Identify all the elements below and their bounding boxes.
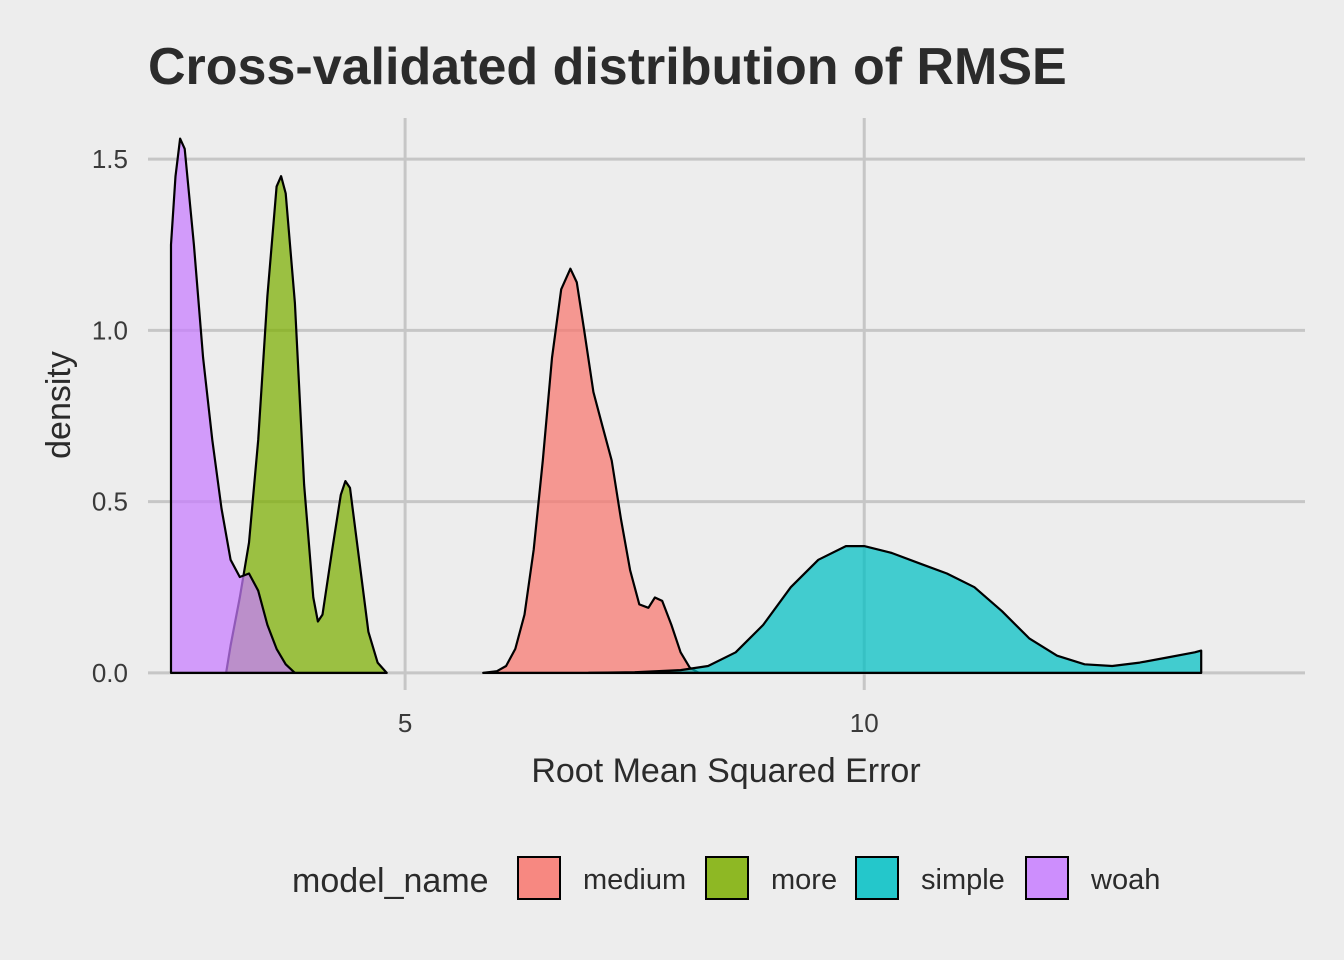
density-area-medium — [482, 267, 701, 674]
y-tick-label: 0.0 — [92, 658, 128, 688]
density-area-simple — [587, 545, 1203, 674]
legend-label-medium: medium — [583, 864, 686, 896]
density-area-woah — [169, 137, 296, 674]
density-area-more — [225, 175, 388, 674]
legend-key-more — [705, 856, 749, 900]
y-tick-label: 1.0 — [92, 315, 128, 345]
y-axis-title: density — [40, 351, 78, 459]
x-axis-ticks: 5 10 — [398, 708, 879, 738]
y-tick-label: 1.5 — [92, 144, 128, 174]
legend: model_name medium more simple woah — [292, 856, 1160, 900]
legend-label-simple: simple — [921, 864, 1005, 896]
density-areas — [169, 137, 1203, 674]
y-tick-label: 0.5 — [92, 487, 128, 517]
chart-title: Cross-validated distribution of RMSE — [148, 38, 1067, 96]
legend-key-medium — [517, 856, 561, 900]
x-tick-label: 5 — [398, 708, 412, 738]
legend-label-more: more — [771, 864, 837, 896]
x-axis-title: Root Mean Squared Error — [531, 752, 920, 790]
grid — [148, 118, 1305, 690]
legend-key-woah — [1025, 856, 1069, 900]
legend-key-simple — [855, 856, 899, 900]
legend-title: model_name — [292, 862, 489, 900]
x-tick-label: 10 — [850, 708, 879, 738]
legend-label-woah: woah — [1090, 864, 1160, 896]
y-axis-ticks: 0.0 0.5 1.0 1.5 — [92, 144, 128, 688]
